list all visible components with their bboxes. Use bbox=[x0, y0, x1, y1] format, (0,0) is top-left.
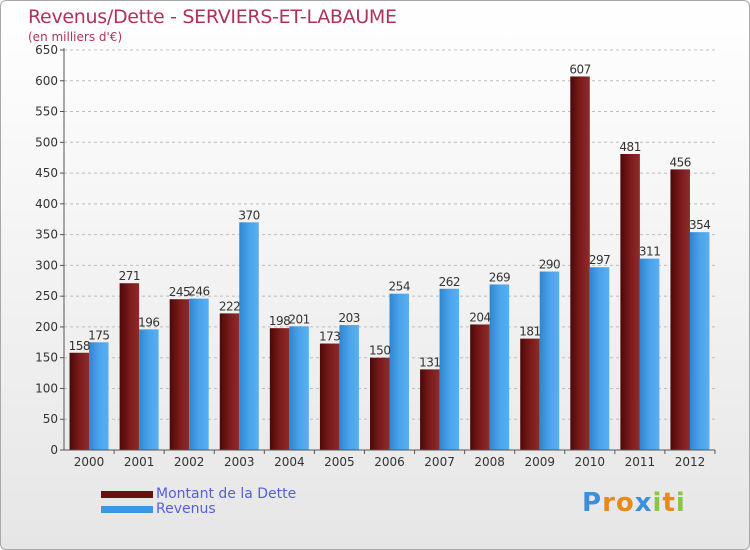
bar-revenus bbox=[439, 288, 460, 450]
bar-revenus bbox=[389, 293, 409, 450]
data-label-debt: 245 bbox=[169, 285, 190, 299]
bar-debt bbox=[570, 76, 590, 450]
data-label-revenus: 269 bbox=[489, 270, 510, 284]
chart-title: Revenus/Dette - SERVIERS-ET-LABAUME bbox=[28, 6, 397, 28]
logo-letter: i bbox=[675, 488, 686, 518]
data-label-revenus: 311 bbox=[639, 245, 660, 259]
bar-debt bbox=[670, 169, 690, 450]
proxiti-logo: Proxiti bbox=[582, 488, 686, 518]
bar-revenus bbox=[339, 325, 359, 450]
bar-revenus bbox=[539, 271, 560, 450]
y-tick-label: 350 bbox=[35, 228, 58, 242]
y-tick-label: 450 bbox=[35, 166, 58, 180]
y-tick-label: 550 bbox=[35, 105, 58, 119]
bar-debt bbox=[370, 357, 390, 450]
data-label-debt: 456 bbox=[670, 155, 691, 169]
x-tick-label: 2011 bbox=[625, 455, 656, 469]
y-tick-label: 50 bbox=[43, 412, 58, 426]
bar-debt bbox=[620, 154, 640, 450]
y-tick-label: 150 bbox=[35, 351, 58, 365]
data-label-revenus: 297 bbox=[589, 253, 610, 267]
x-tick-label: 2001 bbox=[124, 455, 155, 469]
y-tick-label: 200 bbox=[35, 320, 58, 334]
axes: 0 50 100 150 200 250 300 350 400 450 500 550 600 650 2… bbox=[35, 43, 716, 469]
logo-letter: i bbox=[652, 488, 663, 518]
x-tick-label: 2010 bbox=[575, 455, 606, 469]
data-label-revenus: 370 bbox=[238, 208, 259, 222]
bar-revenus bbox=[689, 232, 710, 450]
x-tick-label: 2000 bbox=[74, 455, 105, 469]
x-tick-label: 2007 bbox=[424, 455, 455, 469]
data-label-debt: 173 bbox=[319, 330, 340, 344]
data-label-debt: 198 bbox=[269, 314, 290, 328]
data-label-revenus: 354 bbox=[689, 218, 710, 232]
y-tick-label: 0 bbox=[50, 443, 58, 457]
legend-swatch-revenus bbox=[101, 506, 153, 513]
data-label-debt: 481 bbox=[619, 140, 640, 154]
data-label-debt: 181 bbox=[519, 325, 540, 339]
y-tick-label: 250 bbox=[35, 289, 58, 303]
logo-letter: r bbox=[602, 488, 616, 518]
data-label-revenus: 262 bbox=[439, 275, 460, 289]
y-tick-label: 100 bbox=[35, 381, 58, 395]
bar-debt bbox=[269, 328, 290, 450]
data-label-debt: 131 bbox=[419, 355, 440, 369]
legend-label-revenus: Revenus bbox=[156, 501, 216, 517]
x-tick-label: 2006 bbox=[374, 455, 405, 469]
data-label-revenus: 254 bbox=[389, 280, 410, 294]
bar-debt bbox=[520, 338, 540, 450]
bar-revenus bbox=[89, 342, 109, 450]
legend-swatch-debt bbox=[101, 491, 153, 498]
data-label-revenus: 246 bbox=[188, 285, 209, 299]
bar-revenus bbox=[139, 329, 159, 450]
bar-revenus bbox=[489, 284, 510, 450]
x-tick-label: 2005 bbox=[324, 455, 355, 469]
x-tick-label: 2009 bbox=[524, 455, 555, 469]
data-label-debt: 271 bbox=[119, 269, 140, 283]
data-label-debt: 607 bbox=[569, 62, 590, 76]
bar-revenus bbox=[239, 222, 259, 450]
bar-debt bbox=[169, 299, 190, 450]
data-label-revenus: 201 bbox=[288, 312, 309, 326]
bar-revenus bbox=[589, 267, 610, 450]
data-label-revenus: 290 bbox=[539, 258, 560, 272]
logo-letter: o bbox=[615, 488, 635, 518]
y-tick-label: 600 bbox=[35, 74, 58, 88]
data-label-revenus: 203 bbox=[338, 311, 359, 325]
data-label-revenus: 196 bbox=[138, 315, 159, 329]
data-label-revenus: 175 bbox=[88, 328, 109, 342]
data-label-debt: 150 bbox=[369, 344, 390, 358]
data-label-debt: 158 bbox=[69, 339, 90, 353]
y-tick-label: 400 bbox=[35, 197, 58, 211]
x-tick-label: 2002 bbox=[174, 455, 205, 469]
logo-letter: t bbox=[662, 488, 676, 518]
logo-letter: x bbox=[634, 488, 653, 518]
bar-debt bbox=[119, 283, 140, 450]
x-tick-label: 2003 bbox=[224, 455, 255, 469]
logo-letter: P bbox=[582, 488, 603, 518]
bars bbox=[69, 76, 710, 450]
x-tick-label: 2004 bbox=[274, 455, 305, 469]
y-tick-label: 650 bbox=[35, 43, 58, 57]
data-label-debt: 222 bbox=[219, 299, 240, 313]
bar-revenus bbox=[289, 326, 309, 450]
legend-label-debt: Montant de la Dette bbox=[156, 486, 297, 502]
bar-debt bbox=[470, 324, 490, 450]
bar-debt bbox=[69, 352, 90, 450]
bar-debt bbox=[219, 313, 240, 450]
y-tick-label: 300 bbox=[35, 258, 58, 272]
bar-revenus bbox=[189, 298, 209, 450]
x-tick-label: 2008 bbox=[474, 455, 505, 469]
bar-debt bbox=[420, 369, 440, 450]
chart-subtitle: (en milliers d'€) bbox=[28, 30, 123, 44]
bar-revenus bbox=[639, 258, 660, 450]
bar-debt bbox=[319, 343, 340, 450]
y-tick-label: 500 bbox=[35, 135, 58, 149]
data-label-debt: 204 bbox=[469, 310, 490, 324]
x-tick-label: 2012 bbox=[675, 455, 706, 469]
